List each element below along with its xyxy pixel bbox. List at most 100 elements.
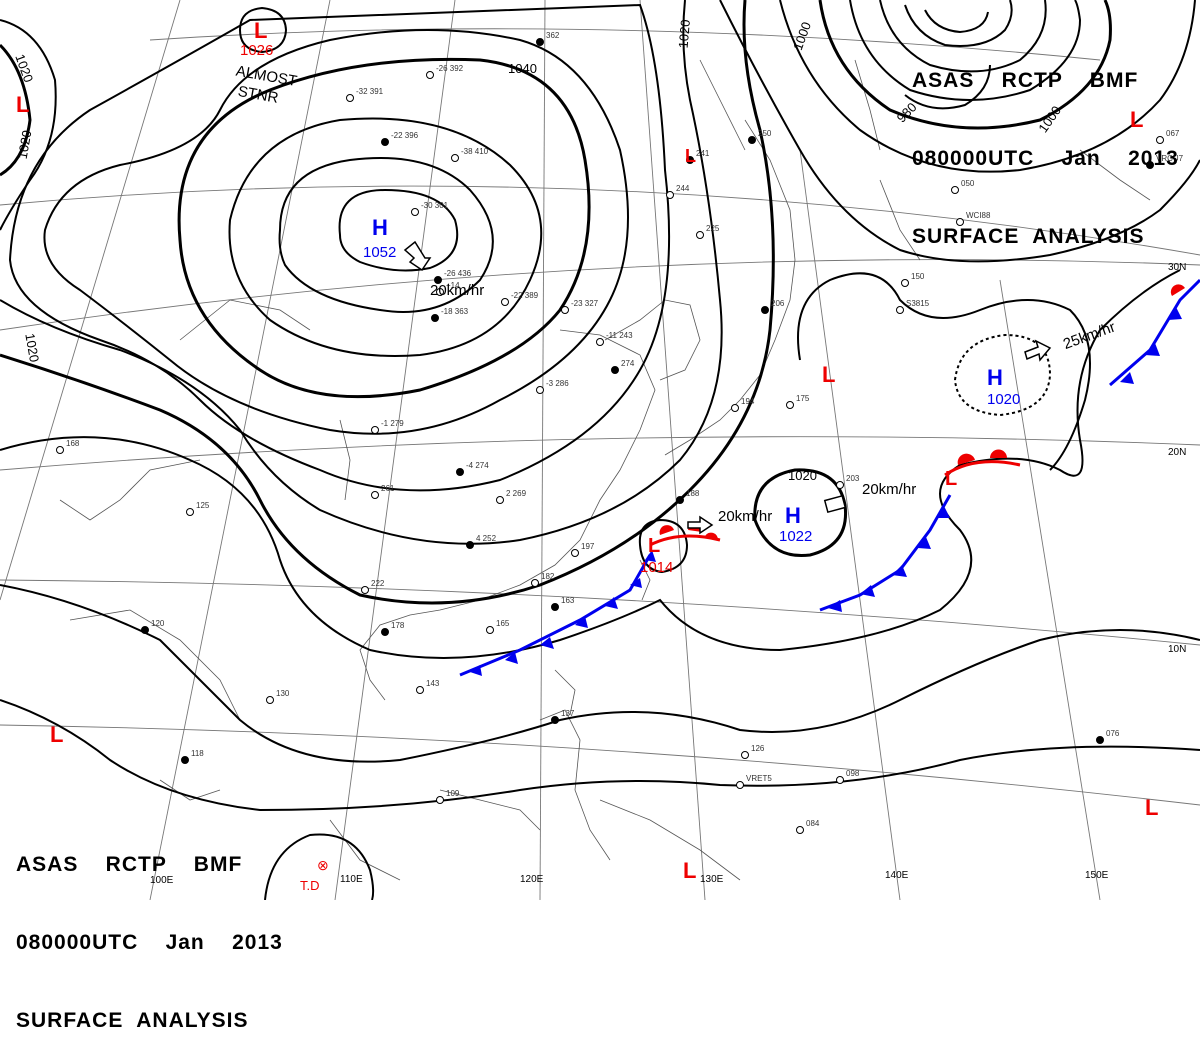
station-text: 130: [276, 689, 290, 698]
isobar-1008-ne: [779, 0, 1196, 173]
station-text: 222: [371, 579, 385, 588]
station-text: 125: [196, 501, 210, 510]
cold-front-ne: [1109, 278, 1200, 387]
isobar-label-1040: 1040: [508, 61, 537, 76]
motion-label-l1014: 20km/hr: [718, 508, 772, 525]
station-text: -30 301: [421, 201, 449, 210]
header-bottom-line1: ASAS RCTP BMF: [16, 853, 243, 876]
header-top: ASAS RCTP BMF 080000UTC Jan 2013 SURFACE…: [912, 16, 1179, 276]
isobar-984: [924, 9, 989, 34]
station-marker: [381, 628, 389, 636]
isobar-1048: [278, 157, 494, 313]
station-marker: [431, 314, 439, 322]
station-marker: [611, 366, 619, 374]
parallel-0: [0, 724, 1200, 806]
low-marker-center: L: [822, 362, 835, 387]
lat-lon-labels: 30N 20N 10N 100E 110E 120E 130E 140E 150…: [150, 262, 1186, 886]
station-marker: [951, 186, 959, 194]
station-text: -22 396: [391, 131, 419, 140]
isobar-1026-cell: [238, 6, 288, 54]
isobar-1040: [177, 57, 591, 399]
station-text: -1 279: [381, 419, 404, 428]
header-top-line3: SURFACE ANALYSIS: [912, 225, 1145, 248]
station-text: 120: [151, 619, 165, 628]
isobar-label-1020-c: 1020: [22, 332, 42, 363]
isobar-1012-east: [719, 0, 1200, 263]
isobar-label-1020-e: 1020: [788, 468, 817, 483]
station-text: -22 389: [511, 291, 539, 300]
stationary-label-line2: STNR: [237, 83, 280, 107]
station-text: 118: [191, 749, 204, 758]
station-marker: [186, 508, 194, 516]
isobar-west-1020: [0, 43, 32, 177]
station-marker: [361, 586, 369, 594]
station-marker: [411, 208, 419, 216]
station-marker: [466, 541, 474, 549]
station-markers: [56, 38, 1164, 834]
station-text: -11 243: [606, 331, 633, 340]
cold-front-west: [459, 554, 652, 677]
high-1020-value: 1020: [987, 391, 1020, 408]
station-text: 250: [758, 129, 772, 138]
station-marker: [956, 218, 964, 226]
station-marker: [346, 94, 354, 102]
station-marker: [456, 468, 464, 476]
station-text: 143: [426, 679, 440, 688]
station-marker: [536, 38, 544, 46]
isobar-1016: [0, 584, 1200, 763]
header-bottom: ASAS RCTP BMF 080000UTC Jan 2013 SURFACE…: [16, 800, 283, 1060]
station-text: 4 252: [476, 534, 497, 543]
lon-label-140e: 140E: [885, 870, 909, 881]
parallel-50n: [149, 28, 1101, 61]
low-marker-west: L: [16, 92, 29, 117]
station-text: -23 327: [571, 299, 599, 308]
low-marker-s: L: [683, 858, 696, 883]
station-marker: [561, 306, 569, 314]
meridian-100e: [149, 0, 331, 900]
station-text: 206: [771, 299, 785, 308]
station-marker: [901, 279, 909, 287]
station-marker: [436, 796, 444, 804]
station-marker: [496, 496, 504, 504]
station-text: VRCU7: [1156, 154, 1184, 163]
station-marker: [434, 276, 442, 284]
station-marker: [536, 386, 544, 394]
station-text: WCI88: [966, 211, 991, 220]
parallel-20n: [0, 436, 1200, 471]
station-marker: [501, 298, 509, 306]
station-text: -18 363: [441, 307, 469, 316]
fronts: [459, 278, 1200, 677]
station-marker: [796, 826, 804, 834]
motion-arrow-h1052: [403, 240, 432, 272]
high-1022-marker: H: [785, 503, 801, 528]
motion-arrows: [403, 240, 1052, 535]
motion-label-h1052: 20km/hr: [430, 282, 484, 299]
isobar-1028: [0, 0, 723, 545]
station-marker: [531, 579, 539, 587]
low-marker-north: L: [685, 146, 696, 166]
station-text: -4 274: [466, 461, 489, 470]
lon-label-120e: 120E: [520, 874, 544, 885]
station-marker: [1096, 736, 1104, 744]
pressure-systems: H 1052 H 1022 H 1020 L 1026 L 1014 L L L…: [16, 18, 1158, 883]
meridian-110e: [334, 0, 456, 900]
station-marker: [551, 716, 559, 724]
station-text: +14: [446, 281, 460, 290]
lon-label-100e: 100E: [150, 875, 174, 886]
low-1026-marker: L: [254, 18, 267, 43]
isobar-1020-main: [0, 269, 1181, 659]
low-1014-marker: L: [648, 535, 660, 557]
header-top-line2: 080000UTC Jan 2013: [912, 147, 1179, 170]
parallel-10n: [0, 579, 1200, 646]
low-marker-se: L: [1145, 795, 1158, 820]
station-text: -3 286: [546, 379, 569, 388]
isobar-992: [879, 0, 1047, 73]
meridian-130e: [639, 0, 706, 900]
motion-label-h1022: 20km/hr: [862, 481, 916, 498]
station-marker: [551, 603, 559, 611]
coastline: [59, 59, 1151, 881]
station-marker: [181, 756, 189, 764]
lon-label-110e: 110E: [340, 874, 363, 885]
station-text: 194: [741, 397, 755, 406]
station-marker: [731, 404, 739, 412]
